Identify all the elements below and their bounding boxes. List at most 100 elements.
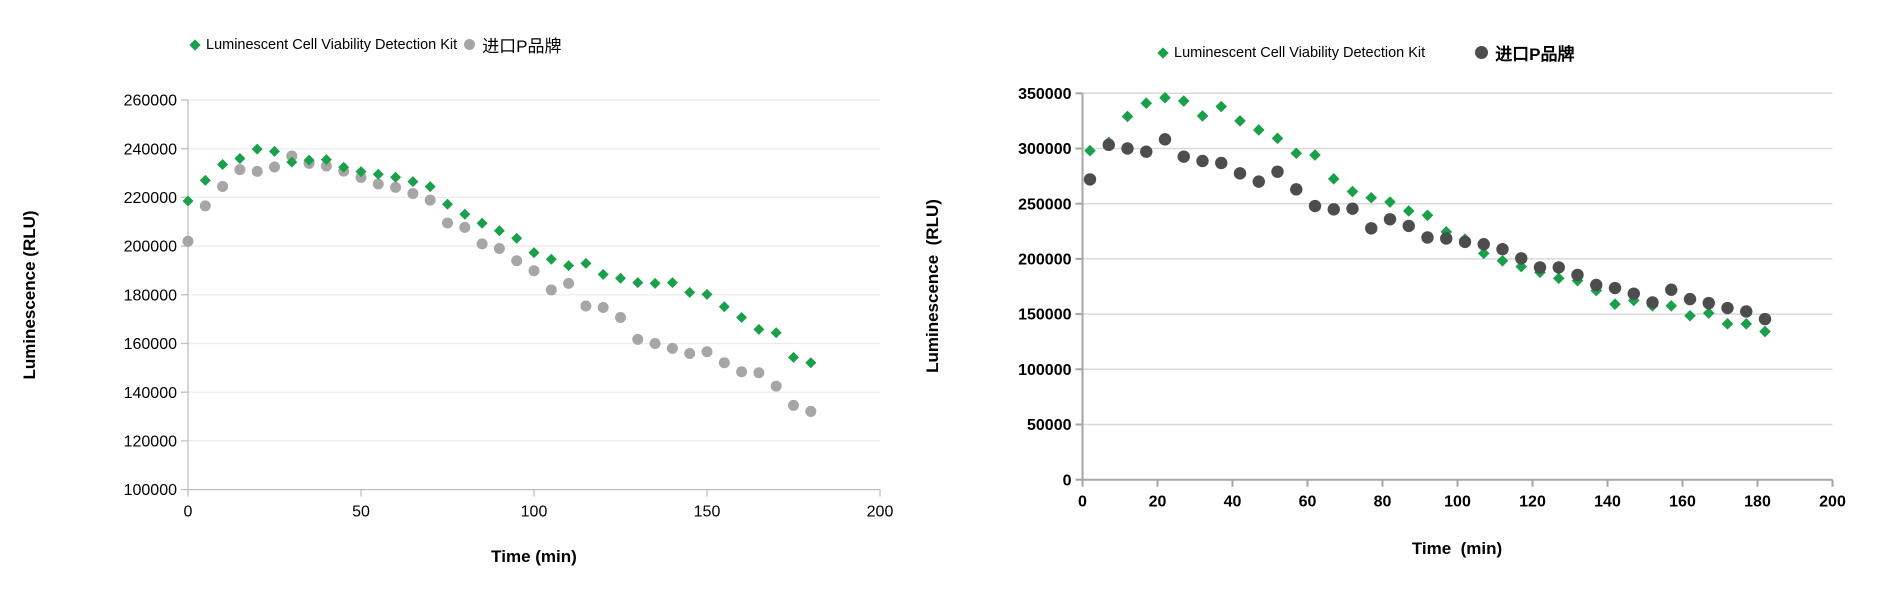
data-point-p-brand <box>1102 138 1115 152</box>
data-point-p-brand <box>1533 261 1547 274</box>
y-tick-label: 140000 <box>124 385 177 402</box>
y-tick-label: 240000 <box>124 141 177 158</box>
data-point-kit <box>684 286 696 298</box>
data-point-kit <box>770 327 782 339</box>
data-point-kit <box>1215 100 1228 113</box>
data-point-p-brand <box>1421 231 1434 244</box>
data-point-kit <box>476 217 488 229</box>
data-point-p-brand <box>234 164 246 176</box>
data-point-p-brand <box>666 342 678 354</box>
data-point-p-brand <box>1665 283 1678 296</box>
data-point-kit <box>753 323 765 335</box>
data-point-p-brand <box>1271 165 1284 178</box>
data-point-kit <box>1665 300 1678 312</box>
data-point-p-brand <box>442 217 453 229</box>
data-point-kit <box>1140 97 1153 110</box>
data-point-kit <box>1721 318 1734 330</box>
data-point-kit <box>1440 226 1453 238</box>
data-point-kit <box>1759 325 1771 338</box>
data-point-kit <box>182 195 194 207</box>
x-tick-label: 200 <box>1819 494 1846 511</box>
data-point-p-brand <box>182 235 194 247</box>
left-x-axis-title: Time (min) <box>491 547 577 566</box>
data-point-p-brand <box>1158 133 1172 146</box>
data-point-p-brand <box>1121 142 1134 155</box>
data-point-p-brand <box>1758 312 1772 326</box>
data-point-p-brand <box>1252 175 1265 188</box>
data-point-kit <box>424 181 436 193</box>
data-point-kit <box>1196 110 1209 122</box>
data-point-kit <box>1496 254 1509 267</box>
data-point-p-brand <box>1177 150 1190 163</box>
data-point-kit <box>407 176 419 188</box>
data-point-p-brand <box>632 333 644 345</box>
data-point-kit <box>805 357 817 369</box>
data-point-p-brand <box>372 178 384 190</box>
data-point-kit <box>1327 173 1340 185</box>
data-point-p-brand <box>528 265 540 277</box>
data-point-p-brand <box>1233 167 1247 180</box>
left-chart: Luminescent Cell Viability Detection Kit… <box>0 0 900 611</box>
y-tick-label: 0 <box>1063 472 1072 489</box>
x-tick-label: 0 <box>184 504 193 521</box>
data-point-kit <box>1552 272 1565 285</box>
data-point-p-brand <box>1308 199 1322 213</box>
data-point-kit <box>563 260 575 272</box>
data-point-kit <box>442 198 453 210</box>
data-point-kit <box>217 159 229 171</box>
data-point-kit <box>511 232 523 244</box>
data-point-kit <box>701 288 713 300</box>
data-point-kit <box>234 152 246 164</box>
data-point-kit <box>597 268 609 280</box>
y-tick-label: 50000 <box>1027 417 1072 434</box>
data-point-kit <box>545 253 557 265</box>
data-point-p-brand <box>1477 238 1490 251</box>
data-point-p-brand <box>424 194 436 206</box>
legend-item-p-brand: 进口P品牌 <box>464 32 562 57</box>
data-point-kit <box>1309 149 1321 161</box>
data-point-p-brand <box>1627 287 1640 300</box>
legend-label-kit: Luminescent Cell Viability Detection Kit <box>206 36 458 53</box>
data-point-p-brand <box>320 160 332 172</box>
x-tick-label: 120 <box>1519 494 1546 511</box>
data-point-kit <box>1609 298 1621 310</box>
x-tick-label: 60 <box>1299 494 1317 511</box>
data-point-kit <box>320 154 332 166</box>
data-point-kit <box>1402 205 1415 217</box>
data-point-p-brand <box>753 367 765 379</box>
data-point-kit <box>1346 185 1359 198</box>
data-point-p-brand <box>649 338 661 349</box>
data-point-p-brand <box>545 284 557 296</box>
x-tick-label: 50 <box>352 504 370 521</box>
data-point-kit <box>199 174 211 186</box>
data-point-p-brand <box>1646 296 1659 309</box>
data-point-kit <box>1384 196 1396 208</box>
data-point-p-brand <box>390 181 402 193</box>
legend-label-kit: Luminescent Cell Viability Detection Kit <box>1174 44 1426 61</box>
data-point-p-brand <box>355 171 367 183</box>
data-point-kit <box>666 277 678 289</box>
data-point-kit <box>372 168 384 180</box>
data-point-kit <box>355 166 367 178</box>
data-point-p-brand <box>563 277 575 289</box>
data-point-p-brand <box>251 165 263 177</box>
left-chart-legend: Luminescent Cell Viability Detection Kit… <box>189 32 562 57</box>
data-point-kit <box>303 154 315 166</box>
y-tick-label: 200000 <box>124 239 177 256</box>
data-point-p-brand <box>701 346 713 358</box>
data-point-p-brand <box>1571 268 1584 282</box>
data-point-p-brand <box>1740 305 1753 318</box>
data-point-p-brand <box>1683 292 1697 306</box>
data-point-kit <box>1477 247 1490 260</box>
y-tick-label: 150000 <box>1018 307 1071 324</box>
data-point-p-brand <box>1702 296 1715 310</box>
data-point-p-brand <box>217 180 229 192</box>
data-point-p-brand <box>615 311 626 323</box>
data-point-kit <box>649 277 661 289</box>
y-tick-label: 160000 <box>124 336 177 353</box>
x-tick-label: 150 <box>694 504 721 521</box>
data-point-kit <box>1702 307 1715 319</box>
y-tick-label: 100000 <box>1018 362 1071 379</box>
data-point-kit <box>718 301 730 313</box>
